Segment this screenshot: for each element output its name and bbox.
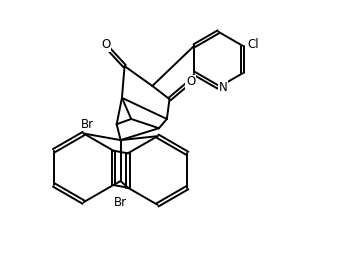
Text: O: O [101,38,111,52]
Text: N: N [219,81,227,94]
Text: Br: Br [114,196,127,209]
Text: O: O [186,76,195,88]
Text: Cl: Cl [247,38,259,51]
Text: Br: Br [81,118,94,131]
